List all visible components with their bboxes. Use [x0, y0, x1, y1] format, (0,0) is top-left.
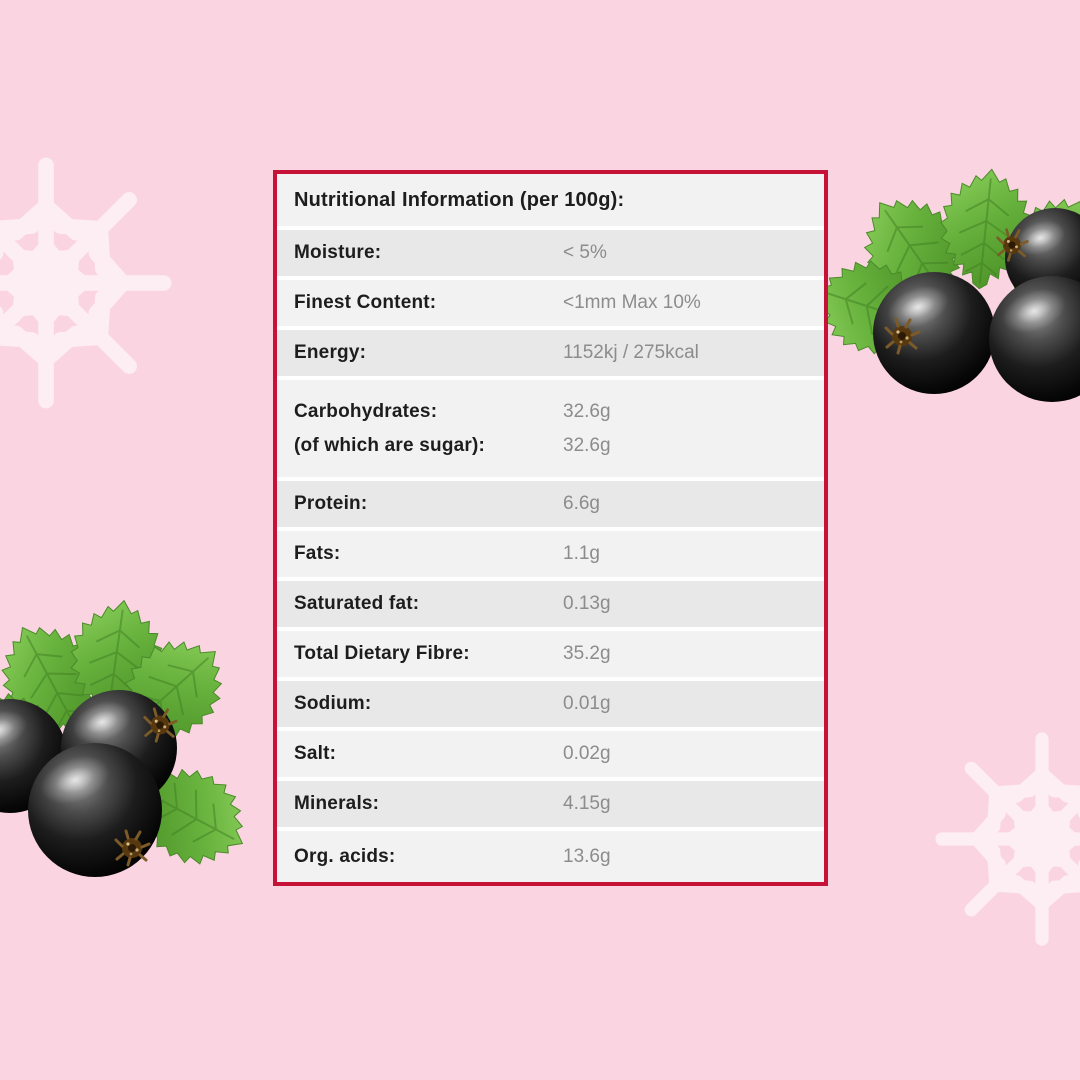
row-sublabel: (of which are sugar): [294, 434, 486, 456]
row-label: Saturated fat: [294, 593, 420, 614]
table-row: Saturated fat: 0.13g [277, 581, 824, 627]
snowflake-icon [942, 739, 1080, 939]
row-label: Fats: [294, 543, 341, 564]
table-row: Carbohydrates: 32.6g (of which are sugar… [277, 380, 824, 477]
row-label: Org. acids: [294, 845, 396, 867]
snowflake-icon [0, 165, 164, 400]
row-label: Carbohydrates: [294, 400, 438, 422]
row-label: Energy: [294, 342, 367, 363]
table-row: Sodium: 0.01g [277, 681, 824, 727]
row-label: Total Dietary Fibre: [294, 643, 470, 664]
row-value: 13.6g [563, 845, 611, 867]
berry-cluster-middle-left [0, 593, 265, 885]
row-value: 1.1g [563, 543, 600, 564]
row-label: Salt: [294, 743, 337, 764]
row-value: 1152kj / 275kcal [563, 342, 699, 363]
row-value: 0.02g [563, 743, 611, 764]
row-label: Moisture: [294, 242, 382, 263]
table-row: Salt: 0.02g [277, 731, 824, 777]
row-label: Sodium: [294, 693, 372, 714]
row-value: 0.01g [563, 693, 611, 714]
row-value: 6.6g [563, 493, 600, 514]
nutrition-table-card: Nutritional Information (per 100g): Mois… [273, 170, 828, 886]
table-row: Energy: 1152kj / 275kcal [277, 330, 824, 376]
row-subvalue: 32.6g [563, 434, 611, 456]
table-row: Moisture: < 5% [277, 230, 824, 276]
table-row: Org. acids: 13.6g [277, 831, 824, 882]
row-value: 35.2g [563, 643, 611, 664]
table-row: Minerals: 4.15g [277, 781, 824, 827]
row-label: Protein: [294, 493, 368, 514]
table-header: Nutritional Information (per 100g): [277, 174, 824, 226]
table-row: Fats: 1.1g [277, 531, 824, 577]
row-value: 4.15g [563, 793, 611, 814]
berry-cluster-top-right [802, 163, 1080, 402]
row-label: Finest Content: [294, 292, 437, 313]
row-value: <1mm Max 10% [563, 292, 701, 313]
row-value: 0.13g [563, 593, 611, 614]
row-label: Minerals: [294, 793, 380, 814]
table-title: Nutritional Information (per 100g): [294, 188, 625, 211]
table-row: Total Dietary Fibre: 35.2g [277, 631, 824, 677]
row-value: < 5% [563, 242, 607, 263]
table-row: Finest Content: <1mm Max 10% [277, 280, 824, 326]
row-value: 32.6g [563, 400, 611, 422]
table-row: Protein: 6.6g [277, 481, 824, 527]
